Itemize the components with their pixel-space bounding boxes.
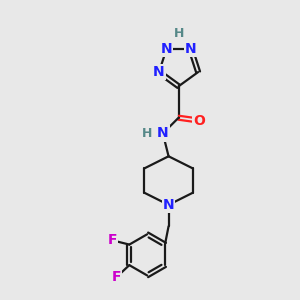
Text: N: N — [185, 42, 197, 56]
Text: F: F — [107, 233, 117, 247]
Text: N: N — [153, 65, 165, 79]
Text: H: H — [142, 127, 152, 140]
Text: F: F — [112, 270, 121, 284]
Text: H: H — [173, 27, 184, 40]
Text: N: N — [163, 198, 174, 212]
Text: N: N — [157, 126, 169, 140]
Text: O: O — [193, 114, 205, 128]
Text: N: N — [161, 42, 172, 56]
